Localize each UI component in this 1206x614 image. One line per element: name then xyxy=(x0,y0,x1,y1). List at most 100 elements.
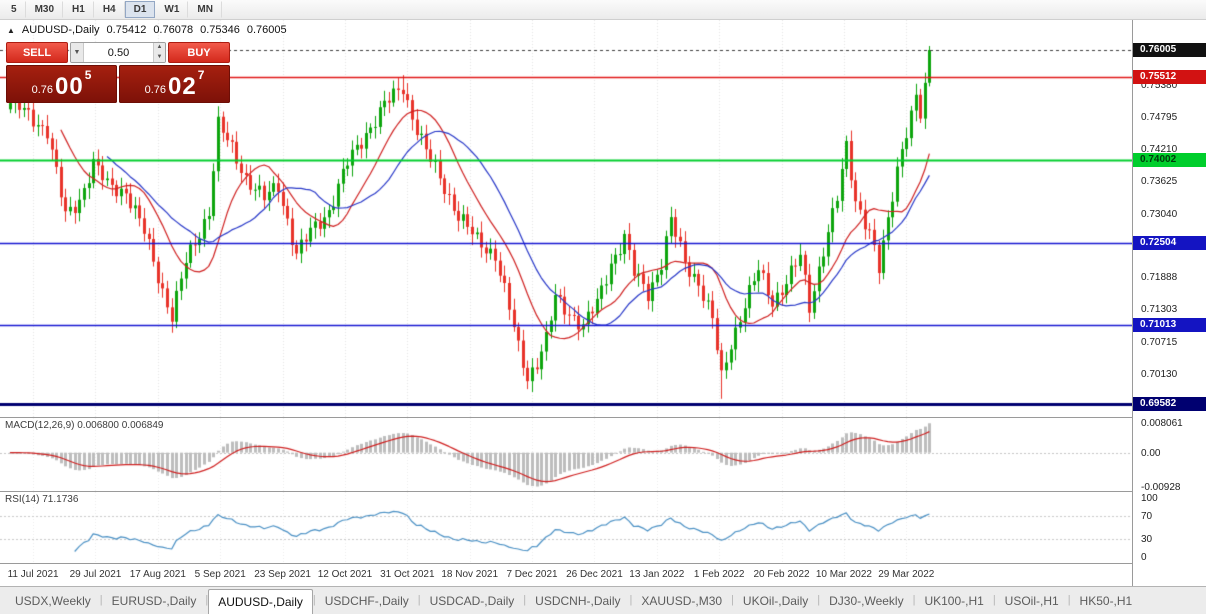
timeframe-bar: 5 M30 H1 H4 D1 W1 MN xyxy=(2,1,222,18)
plot-column: ▲ AUDUSD-,Daily 0.75412 0.76078 0.75346 … xyxy=(0,20,1132,586)
ohlc-low: 0.75346 xyxy=(200,24,240,36)
tab-separator: | xyxy=(205,594,209,606)
chart-tab-usdchf-daily[interactable]: USDCHF-,Daily xyxy=(324,594,409,608)
macd-label: MACD(12,26,9) 0.006800 0.006849 xyxy=(5,420,164,431)
spin-up-icon[interactable]: ▲ xyxy=(156,44,163,50)
macd-canvas[interactable] xyxy=(0,418,1132,491)
chart-region: ▲ AUDUSD-,Daily 0.75412 0.76078 0.75346 … xyxy=(0,20,1206,586)
chart-tab-usdx-weekly[interactable]: USDX,Weekly xyxy=(15,594,91,608)
date-axis-label: 10 Mar 2022 xyxy=(815,569,872,580)
tab-separator: | xyxy=(992,594,996,606)
collapse-triangle-icon[interactable]: ▲ xyxy=(7,25,15,35)
macd-scale-label: -0.00928 xyxy=(1141,481,1181,493)
sell-price-display[interactable]: 0.76 00 5 xyxy=(6,65,117,103)
ohlc-high: 0.76078 xyxy=(153,24,194,36)
price-line-badge: 0.76005 xyxy=(1133,43,1206,58)
macd-scale-label: 0.008061 xyxy=(1141,418,1183,430)
timeframe-button-mn[interactable]: MN xyxy=(188,1,222,18)
price-tick-label: 0.74210 xyxy=(1141,144,1178,156)
macd-scale-label: 0.00 xyxy=(1141,447,1161,459)
sell-price-prefix: 0.76 xyxy=(31,84,54,96)
price-tick-label: 0.71888 xyxy=(1141,272,1178,284)
chart-tab-xauusd-m30[interactable]: XAUUSD-,M30 xyxy=(641,594,723,608)
date-axis-label: 5 Sep 2021 xyxy=(194,569,246,580)
price-tick-label: 0.75380 xyxy=(1141,79,1178,91)
rsi-scale-label: 0 xyxy=(1141,552,1147,563)
tab-separator: | xyxy=(1067,594,1071,606)
price-scale[interactable]: 0.75380 0.74795 0.74210 0.73625 0.73040 0.718… xyxy=(1132,20,1206,586)
chart-tab-eurusd-daily[interactable]: EURUSD-,Daily xyxy=(111,594,197,608)
chart-tab-bar: USDX,Weekly | EURUSD-,Daily | AUDUSD-,Daily |… xyxy=(0,586,1206,614)
timeframe-button-h1[interactable]: H1 xyxy=(63,1,94,18)
date-axis-label: 29 Mar 2022 xyxy=(878,569,935,580)
chart-tab-usdcad-daily[interactable]: USDCAD-,Daily xyxy=(429,594,515,608)
chart-tab-hk50-h1[interactable]: HK50-,H1 xyxy=(1079,594,1133,608)
tab-separator: | xyxy=(523,594,527,606)
price-pane: ▲ AUDUSD-,Daily 0.75412 0.76078 0.75346 … xyxy=(0,20,1132,418)
price-tick-label: 0.70130 xyxy=(1141,368,1178,380)
timeframe-button-5[interactable]: 5 xyxy=(2,1,26,18)
rsi-canvas[interactable] xyxy=(0,492,1132,563)
tab-separator: | xyxy=(629,594,633,606)
buy-price-big: 02 xyxy=(168,73,197,100)
date-axis-label: 12 Oct 2021 xyxy=(317,569,373,580)
chart-ohlc-header: ▲ AUDUSD-,Daily 0.75412 0.76078 0.75346 … xyxy=(7,24,287,36)
tab-separator: | xyxy=(312,594,316,606)
timeframe-toolbar: 5 M30 H1 H4 D1 W1 MN xyxy=(0,0,1206,20)
date-axis-label: 26 Dec 2021 xyxy=(566,569,623,580)
date-axis-label: 7 Dec 2021 xyxy=(506,569,558,580)
rsi-scale-label: 70 xyxy=(1141,510,1153,522)
price-line-badge: 0.75512 xyxy=(1133,70,1206,85)
timeframe-button-w1[interactable]: W1 xyxy=(155,1,189,18)
chart-tab-uk100-h1[interactable]: UK100-,H1 xyxy=(924,594,984,608)
tab-separator: | xyxy=(417,594,421,606)
tab-separator: | xyxy=(99,594,103,606)
rsi-pane: RSI(14) 71.1736 xyxy=(0,492,1132,564)
sell-button[interactable]: SELL xyxy=(6,42,68,63)
price-line-badge: 0.71013 xyxy=(1133,318,1206,333)
volume-spinner[interactable]: ▲ ▼ xyxy=(153,43,165,62)
volume-input[interactable] xyxy=(84,43,153,62)
buy-price-display[interactable]: 0.76 02 7 xyxy=(119,65,230,103)
volume-box: ▼ ▲▼ xyxy=(70,42,166,63)
price-tick-label: 0.71303 xyxy=(1141,304,1178,316)
price-tick-label: 0.73040 xyxy=(1141,208,1178,220)
sell-price-pip: 5 xyxy=(84,68,92,82)
chart-tab-usdcnh-daily[interactable]: USDCNH-,Daily xyxy=(535,594,621,608)
price-line-badge: 0.72504 xyxy=(1133,236,1206,251)
timeframe-button-m30[interactable]: M30 xyxy=(26,1,64,18)
date-axis-label: 18 Nov 2021 xyxy=(441,569,499,580)
rsi-scale-label: 100 xyxy=(1141,493,1158,504)
chart-tab-usoil-h1[interactable]: USOil-,H1 xyxy=(1004,594,1059,608)
spin-down-icon[interactable]: ▼ xyxy=(156,53,163,60)
chart-title: AUDUSD-,Daily xyxy=(21,24,100,36)
date-axis-label: 1 Feb 2022 xyxy=(693,569,745,580)
ohlc-close: 0.76005 xyxy=(246,24,287,36)
ohlc-open: 0.75412 xyxy=(106,24,147,36)
date-axis-label: 11 Jul 2021 xyxy=(7,569,59,580)
macd-pane: MACD(12,26,9) 0.006800 0.006849 xyxy=(0,418,1132,492)
date-axis-label: 29 Jul 2021 xyxy=(69,569,122,580)
price-tick-label: 0.74795 xyxy=(1141,111,1178,123)
date-axis[interactable]: 11 Jul 2021 29 Jul 2021 17 Aug 2021 5 Sep 2… xyxy=(0,564,1132,586)
chart-tab-dj30-weekly[interactable]: DJ30-,Weekly xyxy=(829,594,904,608)
tab-separator: | xyxy=(912,594,916,606)
price-tick-label: 0.73625 xyxy=(1141,176,1178,188)
buy-button[interactable]: BUY xyxy=(168,42,230,63)
buy-price-pip: 7 xyxy=(197,68,205,82)
price-line-badge: 0.74002 xyxy=(1133,153,1206,168)
chart-tab-ukoil-daily[interactable]: UKOil-,Daily xyxy=(742,594,809,608)
timeframe-button-h4[interactable]: H4 xyxy=(94,1,125,18)
chart-tab-audusd-daily[interactable]: AUDUSD-,Daily xyxy=(208,589,313,614)
tab-separator: | xyxy=(731,594,734,606)
price-line-badge: 0.69582 xyxy=(1133,397,1206,412)
date-axis-label: 23 Sep 2021 xyxy=(254,569,311,580)
tab-separator: | xyxy=(817,594,821,606)
price-tick-label: 0.70715 xyxy=(1141,336,1178,348)
date-axis-label: 17 Aug 2021 xyxy=(129,569,186,580)
volume-dropdown-icon[interactable]: ▼ xyxy=(71,43,84,62)
timeframe-button-d1[interactable]: D1 xyxy=(124,1,156,18)
sell-price-big: 00 xyxy=(55,73,84,100)
rsi-label: RSI(14) 71.1736 xyxy=(5,494,79,505)
